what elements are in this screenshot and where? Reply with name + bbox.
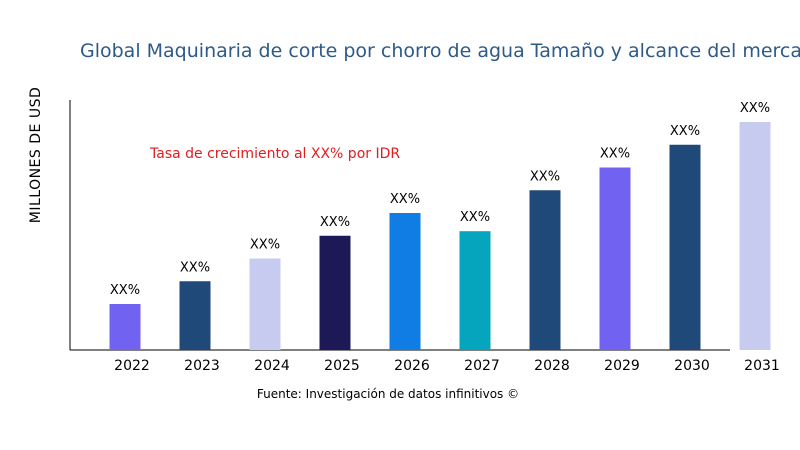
data-label-2025: XX% <box>320 215 350 230</box>
chart-title: Global Maquinaria de corte por chorro de… <box>80 40 800 62</box>
data-label-2027: XX% <box>460 210 490 225</box>
data-label-2029: XX% <box>600 147 630 162</box>
x-tick-2030: 2030 <box>674 358 710 374</box>
data-label-2022: XX% <box>110 283 140 298</box>
x-tick-2029: 2029 <box>604 358 640 374</box>
x-tick-2031: 2031 <box>744 358 780 374</box>
bar-2031 <box>739 122 771 350</box>
bar-2027 <box>459 231 491 350</box>
data-label-2024: XX% <box>250 238 280 253</box>
data-label-2030: XX% <box>670 124 700 139</box>
bar-2028 <box>529 190 561 350</box>
x-tick-2022: 2022 <box>114 358 150 374</box>
bar-2026 <box>389 213 421 350</box>
data-label-2026: XX% <box>390 192 420 207</box>
data-label-2028: XX% <box>530 169 560 184</box>
bar-2025 <box>319 235 351 350</box>
growth-rate-annotation: Tasa de crecimiento al XX% por IDR <box>150 146 401 162</box>
data-label-2023: XX% <box>180 260 210 275</box>
x-tick-2024: 2024 <box>254 358 290 374</box>
bar-2029 <box>599 167 631 350</box>
x-tick-2025: 2025 <box>324 358 360 374</box>
source-note: Fuente: Investigación de datos infinitiv… <box>256 387 520 401</box>
bar-2023 <box>179 281 211 350</box>
x-tick-2027: 2027 <box>464 358 500 374</box>
x-tick-2028: 2028 <box>534 358 570 374</box>
data-label-2031: XX% <box>740 101 770 116</box>
bar-2022 <box>109 304 141 350</box>
x-tick-2023: 2023 <box>184 358 220 374</box>
bar-2024 <box>249 258 281 350</box>
x-tick-2026: 2026 <box>394 358 430 374</box>
bar-2030 <box>669 144 701 350</box>
